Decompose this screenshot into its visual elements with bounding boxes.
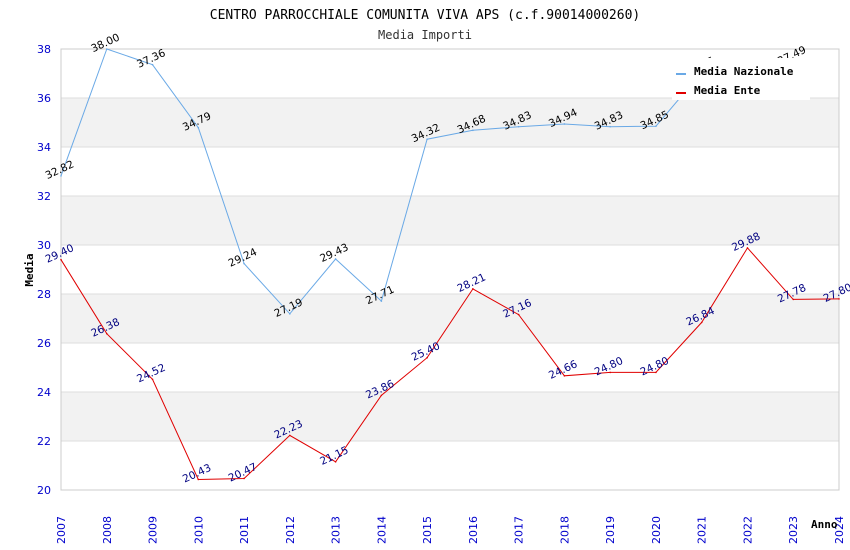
- y-tick-label: 26: [37, 337, 51, 350]
- data-point: [517, 313, 520, 316]
- data-point: [838, 298, 840, 300]
- series-lines: [60, 48, 840, 481]
- data-point: [60, 258, 62, 261]
- data-point: [655, 371, 657, 374]
- legend-box: [672, 58, 810, 100]
- data-point: [60, 175, 62, 177]
- data-point: [334, 461, 337, 463]
- x-tick-label: 2019: [604, 516, 617, 544]
- x-tick-label: 2012: [284, 516, 297, 544]
- data-point: [517, 125, 520, 128]
- data-point: [472, 129, 474, 132]
- y-tick-label: 30: [37, 239, 51, 252]
- x-tick-label: 2022: [741, 516, 754, 544]
- x-tick-label: 2021: [696, 516, 709, 544]
- grid-band: [61, 294, 839, 343]
- x-tick-label: 2020: [650, 516, 663, 544]
- grid-band: [61, 441, 839, 490]
- x-tick-label: 2007: [55, 516, 68, 544]
- data-point: [151, 378, 154, 381]
- x-axis-ticks: 2007 2008 2009 2010 2011 2012 2013 2014 2015 2016…: [55, 516, 846, 544]
- data-point: [609, 125, 611, 128]
- data-point: [472, 288, 474, 290]
- y-tick-label: 24: [37, 386, 51, 399]
- grid-band: [61, 98, 839, 147]
- x-tick-label: 2013: [330, 516, 343, 544]
- data-point: [334, 258, 337, 260]
- data-point: [426, 356, 428, 359]
- data-point: [289, 434, 291, 437]
- plot-background: [60, 48, 840, 491]
- grid-band: [61, 245, 839, 294]
- data-point: [700, 321, 703, 324]
- data-point: [609, 371, 611, 374]
- grid-band: [61, 392, 839, 441]
- plot-frame: [60, 48, 840, 491]
- data-point: [105, 48, 108, 50]
- legend-label-ente: Media Ente: [694, 84, 761, 97]
- data-point: [792, 298, 795, 301]
- data-point: [197, 478, 200, 481]
- y-tick-label: 20: [37, 484, 51, 497]
- x-tick-label: 2015: [421, 516, 434, 544]
- legend-label-nazionale: Media Nazionale: [694, 65, 794, 78]
- data-point: [380, 300, 383, 302]
- y-tick-label: 22: [37, 435, 51, 448]
- data-point: [243, 477, 245, 480]
- x-tick-label: 2016: [467, 516, 480, 544]
- grid-band: [61, 147, 839, 196]
- data-point: [563, 123, 566, 125]
- x-tick-label: 2014: [375, 516, 388, 544]
- data-point: [105, 332, 108, 335]
- data-point: [746, 247, 749, 249]
- x-tick-label: 2024: [833, 516, 846, 544]
- y-tick-label: 28: [37, 288, 51, 301]
- y-axis-label: Media: [23, 253, 36, 286]
- x-axis-label: Anno: [811, 518, 838, 531]
- series-line-ente: [60, 247, 840, 481]
- y-tick-label: 34: [37, 141, 51, 154]
- y-axis-ticks: 20 22 24 26 28 30 32 34 36 38: [37, 43, 51, 497]
- series-line-nazionale: [60, 48, 794, 315]
- data-point: [426, 138, 428, 140]
- grid-band: [61, 343, 839, 392]
- chart-subtitle: Media Importi: [378, 28, 472, 42]
- x-tick-label: 2011: [238, 516, 251, 544]
- legend: Media Nazionale Media Ente: [672, 58, 810, 100]
- data-point: [243, 262, 245, 265]
- data-point: [289, 313, 291, 315]
- x-tick-label: 2009: [147, 516, 160, 544]
- data-point: [151, 63, 154, 66]
- y-tick-label: 38: [37, 43, 51, 56]
- data-point: [563, 375, 566, 377]
- x-tick-label: 2010: [192, 516, 205, 544]
- x-tick-label: 2017: [513, 516, 526, 544]
- x-tick-label: 2023: [787, 516, 800, 544]
- x-tick-label: 2008: [101, 516, 114, 544]
- y-tick-label: 32: [37, 190, 51, 203]
- x-tick-label: 2018: [558, 516, 571, 544]
- data-point: [655, 125, 657, 127]
- grid-band: [61, 196, 839, 245]
- data-point: [380, 394, 383, 397]
- chart-title: CENTRO PARROCCHIALE COMUNITA VIVA APS (c…: [210, 8, 640, 23]
- data-point: [197, 126, 200, 129]
- y-tick-label: 36: [37, 92, 51, 105]
